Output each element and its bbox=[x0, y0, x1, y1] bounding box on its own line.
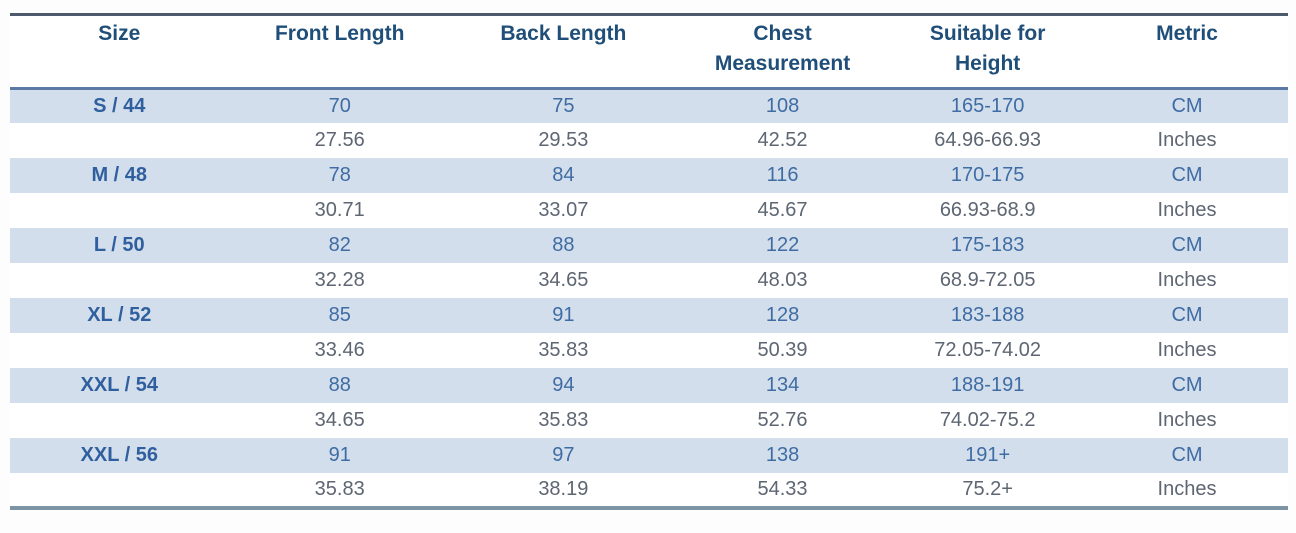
cell-metric: CM bbox=[1171, 94, 1203, 117]
cell-chest: 50.39 bbox=[757, 339, 808, 362]
cell-metric: CM bbox=[1171, 164, 1203, 187]
cell-chest: 122 bbox=[765, 234, 800, 257]
table-row: S / 44 70 75 108 165-170 CM bbox=[10, 88, 1288, 124]
cell-metric: CM bbox=[1171, 374, 1203, 397]
cell-back-length: 33.07 bbox=[538, 199, 589, 222]
table-row: 32.28 34.65 48.03 68.9-72.05 Inches bbox=[10, 263, 1288, 299]
cell-height: 165-170 bbox=[950, 94, 1025, 117]
table-row: XXL / 54 88 94 134 188-191 CM bbox=[10, 368, 1288, 404]
cell-chest: 138 bbox=[765, 444, 800, 467]
cell-front-length: 27.56 bbox=[314, 129, 365, 152]
cell-back-length: 35.83 bbox=[538, 339, 589, 362]
cell-size bbox=[10, 403, 229, 438]
cell-chest: 108 bbox=[765, 94, 800, 117]
header-size: Size bbox=[10, 14, 229, 90]
cell-chest: 128 bbox=[765, 304, 800, 327]
cell-metric: Inches bbox=[1157, 129, 1217, 152]
cell-size: M / 48 bbox=[91, 164, 148, 187]
cell-height: 75.2+ bbox=[962, 478, 1013, 501]
size-table-body: S / 44 70 75 108 165-170 CM 27.56 29.53 42.52 64.… bbox=[10, 88, 1288, 509]
cell-size bbox=[10, 123, 229, 158]
table-row: 34.65 35.83 52.76 74.02-75.2 Inches bbox=[10, 403, 1288, 439]
cell-front-length: 91 bbox=[328, 444, 351, 467]
cell-back-length: 84 bbox=[552, 164, 575, 187]
cell-height: 64.96-66.93 bbox=[934, 129, 1042, 152]
cell-size bbox=[10, 473, 229, 508]
cell-chest: 42.52 bbox=[757, 129, 808, 152]
cell-chest: 134 bbox=[765, 374, 800, 397]
cell-front-length: 30.71 bbox=[314, 199, 365, 222]
cell-back-length: 97 bbox=[552, 444, 575, 467]
cell-back-length: 75 bbox=[552, 94, 575, 117]
cell-chest: 116 bbox=[766, 164, 799, 187]
cell-metric: Inches bbox=[1157, 269, 1217, 292]
cell-metric: CM bbox=[1171, 444, 1203, 467]
cell-size: XL / 52 bbox=[87, 304, 152, 327]
cell-metric: Inches bbox=[1157, 339, 1217, 362]
cell-size: XXL / 56 bbox=[80, 444, 158, 467]
cell-height: 68.9-72.05 bbox=[939, 269, 1036, 292]
table-row: XL / 52 85 91 128 183-188 CM bbox=[10, 298, 1288, 334]
size-chart-page: Size Front Length Back Length Chest Meas… bbox=[10, 13, 1288, 511]
cell-back-length: 29.53 bbox=[538, 129, 589, 152]
cell-height: 170-175 bbox=[950, 164, 1025, 187]
cell-height: 66.93-68.9 bbox=[939, 199, 1036, 222]
header-suitable-height: Suitable for Height bbox=[889, 14, 1087, 90]
cell-back-length: 88 bbox=[552, 234, 575, 257]
cell-metric: CM bbox=[1171, 304, 1203, 327]
cell-height: 74.02-75.2 bbox=[939, 409, 1036, 432]
cell-front-length: 70 bbox=[328, 94, 351, 117]
table-row: 27.56 29.53 42.52 64.96-66.93 Inches bbox=[10, 123, 1288, 159]
cell-height: 175-183 bbox=[950, 234, 1025, 257]
cell-front-length: 82 bbox=[328, 234, 351, 257]
cell-height: 188-191 bbox=[950, 374, 1025, 397]
cell-front-length: 85 bbox=[328, 304, 351, 327]
header-front-length: Front Length bbox=[228, 14, 451, 90]
cell-chest: 54.33 bbox=[757, 478, 808, 501]
cell-back-length: 38.19 bbox=[538, 478, 589, 501]
cell-metric: Inches bbox=[1157, 199, 1217, 222]
cell-chest: 48.03 bbox=[757, 269, 808, 292]
cell-size: XXL / 54 bbox=[80, 374, 158, 397]
cell-front-length: 33.46 bbox=[314, 339, 365, 362]
cell-metric: CM bbox=[1171, 234, 1203, 257]
table-header: Size Front Length Back Length Chest Meas… bbox=[10, 14, 1288, 90]
cell-size bbox=[10, 193, 229, 228]
cell-front-length: 78 bbox=[328, 164, 351, 187]
table-row: L / 50 82 88 122 175-183 CM bbox=[10, 228, 1288, 264]
header-back-length: Back Length bbox=[450, 14, 676, 90]
cell-chest: 45.67 bbox=[757, 199, 808, 222]
header-chest-measurement: Chest Measurement bbox=[675, 14, 890, 90]
cell-chest: 52.76 bbox=[757, 409, 808, 432]
cell-front-length: 34.65 bbox=[314, 409, 365, 432]
size-chart-table: Size Front Length Back Length Chest Meas… bbox=[10, 13, 1288, 511]
cell-back-length: 94 bbox=[552, 374, 575, 397]
cell-size bbox=[10, 333, 229, 368]
cell-height: 183-188 bbox=[950, 304, 1025, 327]
cell-front-length: 35.83 bbox=[314, 478, 365, 501]
table-row: 35.83 38.19 54.33 75.2+ Inches bbox=[10, 473, 1288, 509]
cell-back-length: 34.65 bbox=[538, 269, 589, 292]
cell-size: S / 44 bbox=[93, 94, 146, 117]
header-metric: Metric bbox=[1086, 14, 1288, 90]
cell-metric: Inches bbox=[1157, 478, 1217, 501]
table-row: 33.46 35.83 50.39 72.05-74.02 Inches bbox=[10, 333, 1288, 369]
table-row: M / 48 78 84 116 170-175 CM bbox=[10, 158, 1288, 194]
cell-metric: Inches bbox=[1157, 409, 1217, 432]
cell-size bbox=[10, 263, 229, 298]
table-row: XXL / 56 91 97 138 191+ CM bbox=[10, 438, 1288, 474]
cell-back-length: 91 bbox=[552, 304, 575, 327]
cell-front-length: 32.28 bbox=[314, 269, 365, 292]
cell-size: L / 50 bbox=[93, 234, 145, 257]
header-row: Size Front Length Back Length Chest Meas… bbox=[10, 14, 1288, 90]
cell-back-length: 35.83 bbox=[538, 409, 589, 432]
cell-height: 191+ bbox=[965, 444, 1011, 467]
table-row: 30.71 33.07 45.67 66.93-68.9 Inches bbox=[10, 193, 1288, 229]
cell-front-length: 88 bbox=[328, 374, 351, 397]
cell-height: 72.05-74.02 bbox=[934, 339, 1042, 362]
